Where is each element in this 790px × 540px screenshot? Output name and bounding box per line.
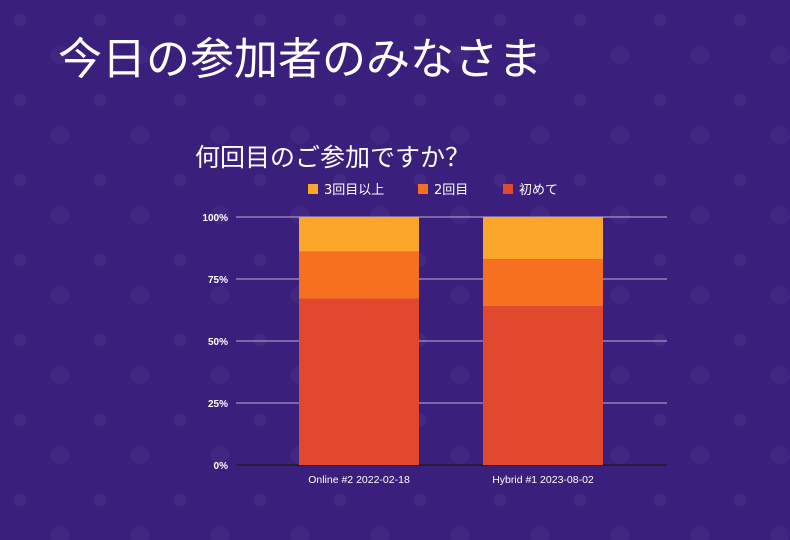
bar-segment [299, 251, 419, 299]
chart-title: 何回目のご参加ですか？ [195, 143, 470, 172]
legend-swatch [503, 184, 513, 194]
chart-legend: 3回目以上 2回目 初めて [308, 183, 558, 198]
legend-swatch [418, 184, 428, 194]
legend-swatch [308, 184, 318, 194]
slide-title: 今日の参加者のみなさま [58, 34, 542, 85]
bar-segment [483, 217, 603, 260]
bar-segment [483, 306, 603, 465]
legend-label: 初めて [519, 183, 558, 198]
y-tick-label: 0% [214, 461, 229, 472]
x-category-label: Online #2 2022-02-18 [308, 474, 410, 486]
y-tick-label: 50% [208, 337, 228, 348]
legend-label: 3回目以上 [324, 183, 384, 198]
y-tick-label: 25% [208, 399, 228, 410]
y-tick-label: 75% [208, 275, 228, 286]
y-tick-label: 100% [202, 213, 228, 224]
bar-segment [299, 298, 419, 465]
y-axis-ticks: 0% 25% 50% 75% 100% [202, 213, 228, 472]
legend-label: 2回目 [434, 183, 468, 198]
chart-bars [299, 217, 603, 465]
bar-segment [483, 259, 603, 307]
x-axis-categories: Online #2 2022-02-18 Hybrid #1 2023-08-02 [308, 474, 594, 486]
bar-segment [299, 217, 419, 252]
x-category-label: Hybrid #1 2023-08-02 [492, 474, 594, 486]
